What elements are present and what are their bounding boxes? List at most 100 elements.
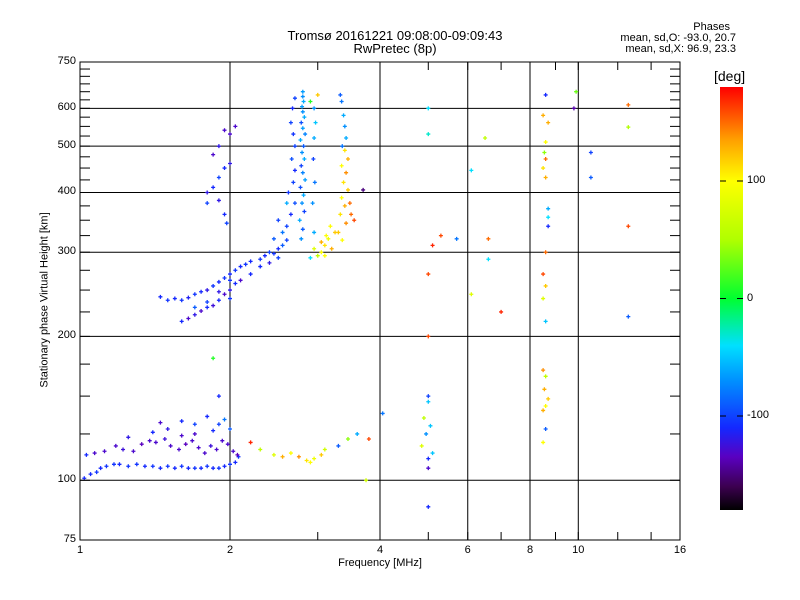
echo-point [421, 415, 426, 420]
echo-point [333, 230, 338, 235]
y-tick-label: 750 [57, 55, 76, 67]
echo-point [543, 140, 548, 145]
echo-point [541, 408, 546, 413]
echo-point [301, 193, 306, 198]
echo-point [289, 157, 294, 162]
echo-point [426, 456, 431, 461]
echo-point [302, 209, 307, 214]
echo-point [179, 433, 184, 438]
echo-point [222, 464, 227, 469]
echo-point [347, 201, 352, 206]
colorbar-tick-label: -100 [747, 409, 770, 421]
echo-point [267, 260, 272, 265]
echo-point [222, 166, 227, 171]
echo-point [338, 92, 343, 97]
echo-point [361, 187, 366, 192]
echo-point [88, 472, 93, 477]
echo-point [280, 230, 285, 235]
echo-point [131, 449, 136, 454]
echo-point [233, 460, 238, 465]
echo-point [233, 124, 238, 129]
echo-point [258, 264, 263, 269]
x-tick-label: 16 [673, 544, 687, 556]
echo-point [111, 462, 116, 467]
echo-point [205, 414, 210, 419]
echo-point [248, 259, 253, 264]
echo-point [430, 243, 435, 248]
echo-point [300, 109, 305, 114]
echo-point [224, 221, 229, 226]
echo-point [228, 161, 232, 166]
echo-point [319, 452, 324, 457]
echo-point [168, 443, 173, 448]
echo-point [117, 462, 122, 467]
echo-point [322, 243, 327, 248]
echo-point [328, 224, 333, 229]
echo-point [94, 470, 99, 475]
echo-point [315, 92, 320, 97]
echo-point [190, 438, 195, 443]
echo-point [315, 253, 320, 258]
x-tick-label: 4 [376, 544, 384, 556]
echo-point [588, 150, 593, 155]
echo-point [271, 236, 276, 241]
echo-point [271, 452, 276, 457]
echo-point [469, 292, 474, 297]
echo-point [340, 144, 345, 149]
colorbar [720, 87, 743, 510]
echo-point [216, 298, 221, 303]
echo-point [179, 319, 184, 324]
echo-point [84, 452, 89, 457]
echo-point [199, 289, 204, 294]
echo-point [430, 451, 435, 456]
echo-point [292, 96, 297, 101]
echo-point [202, 451, 207, 456]
echo-point [271, 251, 276, 256]
echo-point [312, 106, 317, 111]
echo-point [366, 436, 371, 441]
echo-point [543, 283, 548, 288]
echo-point [284, 224, 289, 229]
echo-point [228, 462, 232, 467]
echo-point [211, 152, 216, 157]
echo-point [205, 288, 210, 293]
echo-point [298, 185, 303, 190]
echo-point [543, 175, 548, 180]
echo-point [419, 443, 424, 448]
echo-point [243, 262, 248, 267]
echo-point [216, 466, 221, 471]
echo-point [172, 466, 177, 471]
echo-point [291, 132, 296, 137]
echo-point [301, 144, 306, 149]
echo-point [205, 300, 210, 305]
echo-point [158, 420, 163, 425]
echo-point [196, 445, 201, 450]
echo-point [426, 399, 431, 404]
echo-point [162, 436, 167, 441]
echo-point [339, 163, 344, 168]
echo-point [150, 464, 155, 469]
echo-point [329, 246, 334, 251]
echo-point [341, 113, 346, 118]
echo-point [126, 435, 131, 440]
echo-point [542, 387, 547, 392]
echo-point [345, 436, 350, 441]
echo-point [312, 180, 317, 185]
echo-point [292, 168, 297, 173]
echo-point [344, 170, 349, 175]
echo-point [364, 478, 369, 483]
echo-point [302, 157, 307, 162]
echo-point [222, 275, 227, 280]
y-tick-label: 100 [57, 473, 76, 486]
axis-ticks [79, 61, 681, 541]
echo-point [284, 201, 289, 206]
colorbar-tick-label: 100 [747, 174, 766, 186]
echo-point [300, 170, 305, 175]
echo-point [424, 431, 429, 436]
echo-point [352, 218, 357, 223]
echo-point [211, 185, 216, 190]
echo-point [205, 305, 210, 310]
echo-point [541, 113, 546, 118]
echo-point [147, 438, 152, 443]
echo-point [543, 427, 548, 432]
